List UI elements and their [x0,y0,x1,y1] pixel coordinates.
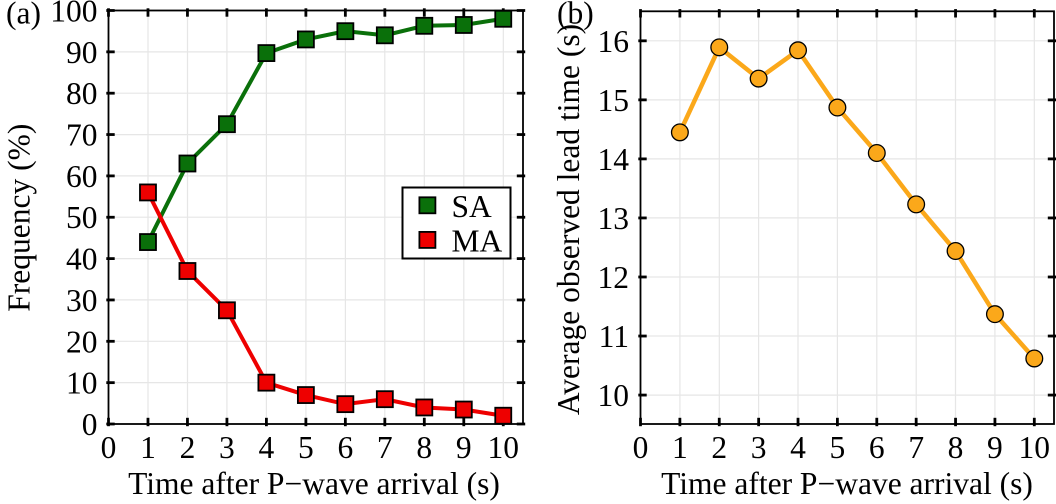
svg-text:100: 100 [50,0,97,29]
svg-text:80: 80 [66,76,98,111]
svg-text:1: 1 [140,430,156,465]
svg-text:11: 11 [599,319,629,354]
svg-text:SA: SA [452,189,493,224]
svg-text:2: 2 [711,430,727,465]
svg-text:3: 3 [219,430,235,465]
svg-text:8: 8 [416,430,432,465]
svg-text:10: 10 [488,430,520,465]
svg-text:40: 40 [66,242,98,277]
svg-text:15: 15 [598,83,630,118]
svg-text:90: 90 [66,35,98,70]
svg-text:Frequency (%): Frequency (%) [2,124,37,312]
svg-text:9: 9 [456,430,472,465]
svg-text:2: 2 [180,430,196,465]
svg-text:12: 12 [598,260,630,295]
svg-text:20: 20 [66,324,98,359]
svg-text:Time after P−wave arrival (s): Time after P−wave arrival (s) [128,466,500,501]
svg-text:10: 10 [598,378,630,413]
svg-text:0: 0 [82,407,98,442]
svg-text:14: 14 [598,142,630,177]
svg-text:4: 4 [259,430,275,465]
svg-text:7: 7 [377,430,393,465]
svg-text:4: 4 [790,430,806,465]
svg-text:10: 10 [1019,430,1051,465]
svg-text:30: 30 [66,283,98,318]
svg-text:1: 1 [672,430,688,465]
svg-text:70: 70 [66,118,98,153]
svg-text:13: 13 [598,201,630,236]
svg-text:5: 5 [830,430,846,465]
svg-text:3: 3 [751,430,767,465]
svg-text:6: 6 [869,430,885,465]
svg-text:9: 9 [987,430,1003,465]
svg-text:5: 5 [298,430,314,465]
svg-text:16: 16 [598,24,630,59]
svg-text:60: 60 [66,159,98,194]
svg-text:(a): (a) [6,0,41,31]
svg-text:Average observed lead time (s): Average observed lead time (s) [551,24,586,415]
svg-text:7: 7 [908,430,924,465]
svg-text:10: 10 [66,366,98,401]
svg-text:8: 8 [948,430,964,465]
svg-text:Time after P−wave arrival (s): Time after P−wave arrival (s) [661,466,1033,501]
svg-text:(b): (b) [557,0,594,31]
svg-text:50: 50 [66,200,98,235]
svg-text:0: 0 [633,430,649,465]
svg-text:6: 6 [338,430,354,465]
svg-text:0: 0 [101,430,117,465]
svg-text:MA: MA [452,224,503,259]
